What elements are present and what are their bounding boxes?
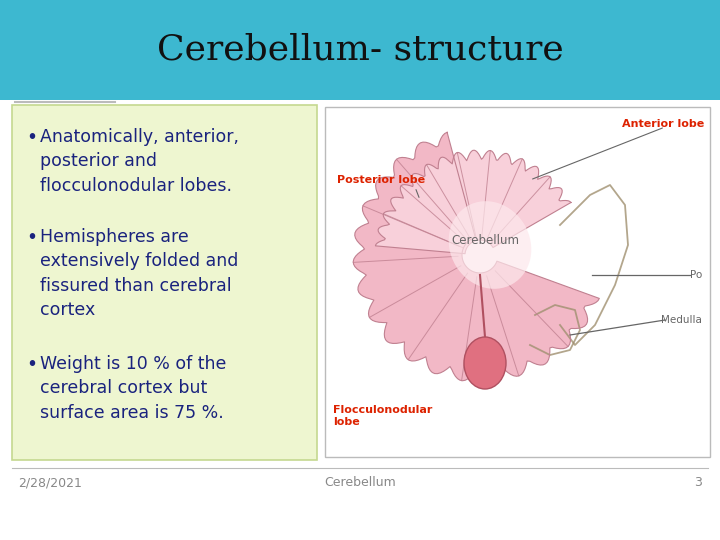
Text: Cerebellum- structure: Cerebellum- structure (157, 33, 563, 67)
Polygon shape (375, 150, 571, 254)
Ellipse shape (449, 201, 531, 289)
Text: Po: Po (690, 270, 702, 280)
Text: •: • (26, 228, 37, 247)
Text: Hemispheres are
extensively folded and
fissured than cerebral
cortex: Hemispheres are extensively folded and f… (40, 228, 238, 319)
Ellipse shape (464, 337, 506, 389)
Text: Anatomically, anterior,
posterior and
flocculonodular lobes.: Anatomically, anterior, posterior and fl… (40, 128, 239, 194)
FancyBboxPatch shape (0, 0, 720, 100)
Text: 2/28/2021: 2/28/2021 (18, 476, 82, 489)
Text: Cerebellum: Cerebellum (451, 233, 519, 246)
FancyBboxPatch shape (325, 107, 710, 457)
Text: •: • (26, 128, 37, 147)
Text: Medulla: Medulla (661, 315, 702, 325)
FancyBboxPatch shape (12, 105, 317, 460)
Text: 3: 3 (694, 476, 702, 489)
Polygon shape (354, 132, 599, 381)
Text: •: • (26, 355, 37, 374)
Text: Posterior lobe: Posterior lobe (337, 175, 425, 185)
Text: Anterior lobe: Anterior lobe (622, 119, 704, 129)
Text: Weight is 10 % of the
cerebral cortex but
surface area is 75 %.: Weight is 10 % of the cerebral cortex bu… (40, 355, 226, 422)
Text: Cerebellum: Cerebellum (324, 476, 396, 489)
Text: Flocculonodular
lobe: Flocculonodular lobe (333, 405, 433, 427)
